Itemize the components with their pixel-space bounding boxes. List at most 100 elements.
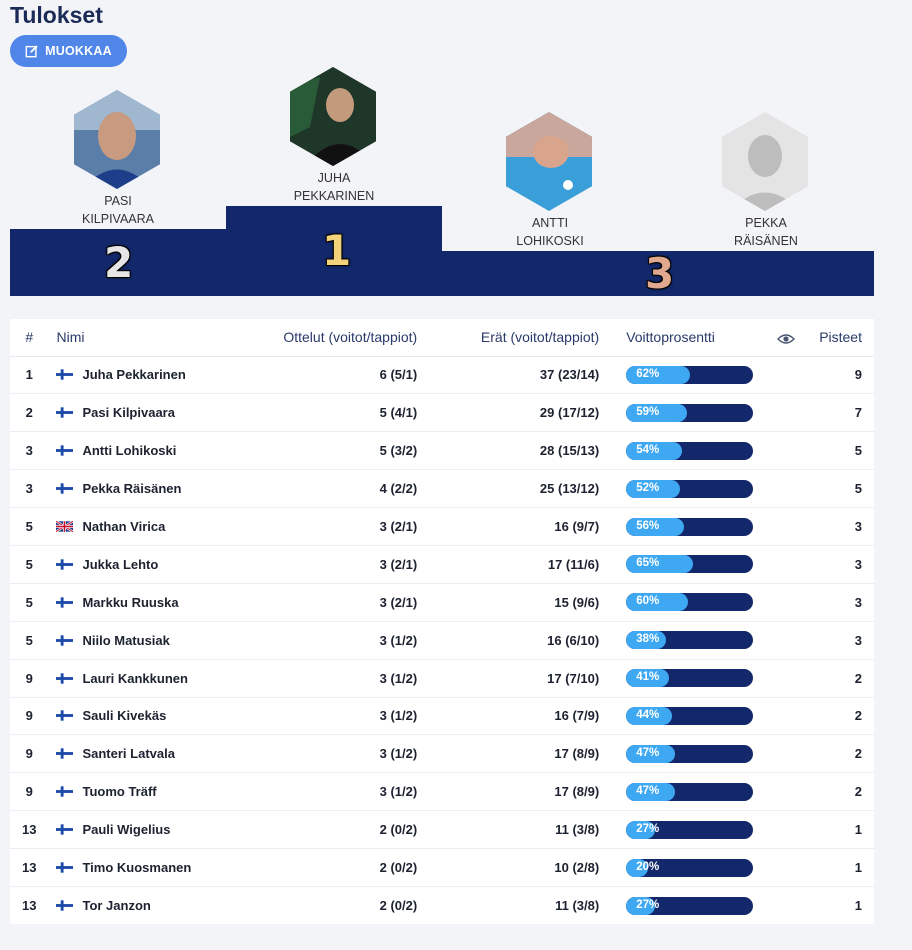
flag-finland-icon	[56, 597, 74, 608]
table-row[interactable]: 9 Lauri Kankkunen 3 (1/2) 17 (7/10) 41% 2	[10, 659, 874, 698]
row-player[interactable]: Sauli Kivekäs	[48, 697, 240, 736]
row-matches: 3 (1/2)	[239, 734, 430, 774]
header-matches[interactable]: Ottelut (voitot/tappiot)	[239, 319, 430, 357]
table-row[interactable]: 5 Jukka Lehto 3 (2/1) 17 (11/6) 65% 3	[10, 545, 874, 584]
row-rank: 9	[10, 772, 49, 812]
table-row[interactable]: 3 Pekka Räisänen 4 (2/2) 25 (13/12) 52% 5	[10, 469, 874, 509]
win-pct-bar: 54%	[626, 441, 754, 460]
row-player[interactable]: Lauri Kankkunen	[48, 659, 240, 698]
avatar-third-b	[722, 112, 808, 211]
table-row[interactable]: 5 Niilo Matusiak 3 (1/2) 16 (6/10) 38% 3	[10, 621, 874, 660]
row-matches: 3 (1/2)	[239, 772, 430, 812]
header-points[interactable]: Pisteet	[807, 319, 874, 357]
row-player[interactable]: Santeri Latvala	[48, 734, 240, 774]
player-name[interactable]: Niilo Matusiak	[82, 632, 170, 648]
win-pct-fill	[626, 365, 690, 384]
win-pct-fill	[626, 479, 680, 498]
table-row[interactable]: 5 Markku Ruuska 3 (2/1) 15 (9/6) 60% 3	[10, 583, 874, 622]
row-visibility	[765, 810, 808, 850]
win-pct-label: 56%	[636, 519, 660, 532]
player-name[interactable]: Pasi Kilpivaara	[82, 405, 175, 421]
player-name[interactable]: Lauri Kankkunen	[82, 670, 188, 686]
table-row[interactable]: 9 Sauli Kivekäs 3 (1/2) 16 (7/9) 44% 2	[10, 697, 874, 736]
header-visibility[interactable]	[765, 319, 808, 357]
header-name[interactable]: Nimi	[48, 319, 240, 357]
header-pct[interactable]: Voittoprosentti	[611, 319, 766, 357]
row-rank: 5	[10, 507, 49, 546]
player-name[interactable]: Sauli Kivekäs	[82, 708, 167, 724]
row-player[interactable]: Pauli Wigelius	[48, 810, 240, 850]
table-row[interactable]: 13 Tor Janzon 2 (0/2) 11 (3/8) 27% 1	[10, 886, 874, 924]
player-name[interactable]: Timo Kuosmanen	[82, 860, 192, 876]
table-row[interactable]: 9 Santeri Latvala 3 (1/2) 17 (8/9) 47% 2	[10, 734, 874, 774]
player-name[interactable]: Pauli Wigelius	[82, 822, 171, 838]
row-player[interactable]: Markku Ruuska	[48, 583, 240, 622]
flag-finland-icon	[56, 407, 74, 419]
player-name[interactable]: Santeri Latvala	[82, 746, 175, 762]
row-matches: 3 (2/1)	[239, 583, 430, 622]
row-win-pct: 47%	[611, 772, 766, 812]
row-player[interactable]: Timo Kuosmanen	[48, 848, 240, 887]
row-visibility	[765, 431, 808, 471]
player-name[interactable]: Juha Pekkarinen	[82, 367, 186, 383]
player-name[interactable]: Antti Lohikoski	[82, 443, 177, 459]
row-player[interactable]: Tor Janzon	[48, 886, 239, 924]
win-pct-fill	[626, 593, 688, 612]
win-pct-fill	[626, 858, 648, 877]
row-win-pct: 60%	[611, 583, 766, 622]
win-pct-bar: 52%	[626, 479, 754, 498]
row-frames: 11 (3/8)	[555, 898, 600, 914]
player-name[interactable]: Nathan Virica	[82, 519, 166, 534]
flag-finland-icon	[56, 862, 74, 873]
row-visibility	[765, 697, 808, 736]
win-pct-label: 47%	[636, 746, 660, 759]
win-pct-label: 38%	[636, 633, 660, 646]
table-row[interactable]: 13 Timo Kuosmanen 2 (0/2) 10 (2/8) 20% 1	[10, 848, 874, 887]
player-name[interactable]: Markku Ruuska	[82, 594, 179, 610]
player-name[interactable]: Jukka Lehto	[82, 556, 159, 572]
row-player[interactable]: Pekka Räisänen	[48, 469, 240, 509]
row-visibility	[765, 659, 808, 698]
row-player[interactable]: Niilo Matusiak	[48, 621, 240, 660]
row-player[interactable]: Antti Lohikoski	[48, 431, 240, 471]
row-win-pct: 38%	[611, 621, 766, 660]
table-row[interactable]: 1 Juha Pekkarinen 6 (5/1) 37 (23/14) 62% 9	[10, 356, 874, 395]
table-row[interactable]: 5 Nathan Virica 3 (2/1) 16 (9/7) 56% 3	[10, 507, 874, 546]
win-pct-fill	[626, 631, 666, 650]
row-rank: 9	[10, 659, 49, 698]
row-player[interactable]: Jukka Lehto	[48, 545, 240, 584]
podium-block-first	[226, 206, 442, 296]
eye-icon[interactable]	[777, 333, 796, 345]
row-win-pct: 47%	[611, 734, 766, 774]
podium-block-second	[10, 229, 226, 296]
row-points: 3	[807, 507, 874, 546]
header-frames[interactable]: Erät (voitot/tappiot)	[429, 319, 612, 357]
row-matches: 4 (2/2)	[239, 469, 430, 509]
edit-button[interactable]: MUOKKAA	[10, 35, 127, 67]
table-row[interactable]: 2 Pasi Kilpivaara 5 (4/1) 29 (17/12) 59% 7	[10, 393, 874, 433]
row-rank: 13	[22, 898, 37, 914]
row-player[interactable]: Nathan Virica	[48, 507, 240, 546]
flag-finland-icon	[56, 559, 74, 570]
row-win-pct: 59%	[611, 393, 766, 433]
avatar-third-a	[506, 112, 592, 211]
win-pct-label: 52%	[636, 481, 660, 494]
player-name[interactable]: Tuomo Träff	[82, 784, 157, 800]
player-name[interactable]: Pekka Räisänen	[82, 481, 182, 497]
header-rank[interactable]: #	[10, 319, 49, 357]
table-row[interactable]: 3 Antti Lohikoski 5 (3/2) 28 (15/13) 54% 5	[10, 431, 874, 471]
flag-finland-icon	[56, 900, 74, 911]
win-pct-fill	[626, 706, 672, 725]
flag-finland-icon	[56, 672, 74, 684]
table-row[interactable]: 9 Tuomo Träff 3 (1/2) 17 (8/9) 47% 2	[10, 772, 874, 812]
row-win-pct: 27%	[611, 886, 765, 924]
player-name[interactable]: Tor Janzon	[82, 898, 151, 914]
table-row[interactable]: 13 Pauli Wigelius 2 (0/2) 11 (3/8) 27% 1	[10, 810, 874, 850]
row-player[interactable]: Tuomo Träff	[48, 772, 240, 812]
podium-name-third-a: ANTTI LOHIKOSKI	[516, 216, 584, 248]
win-pct-label: 27%	[636, 822, 660, 835]
win-pct-bar: 47%	[626, 744, 754, 763]
win-pct-fill	[626, 441, 682, 460]
row-player[interactable]: Pasi Kilpivaara	[48, 393, 240, 433]
row-player[interactable]: Juha Pekkarinen	[48, 356, 240, 395]
